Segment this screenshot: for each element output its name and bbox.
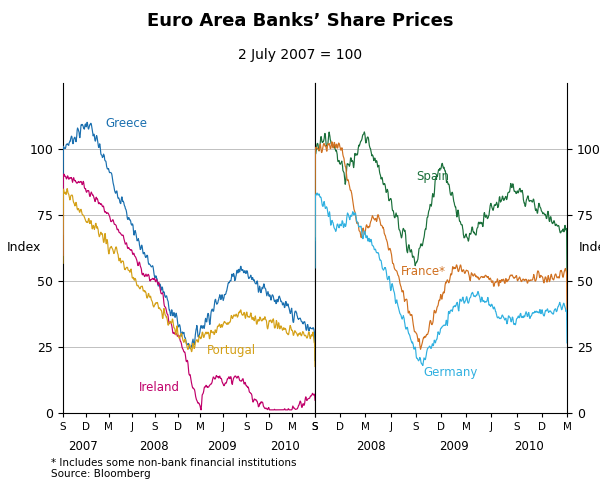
Text: Ireland: Ireland xyxy=(139,382,179,394)
Text: 2010: 2010 xyxy=(270,440,299,453)
Text: 2009: 2009 xyxy=(439,440,469,453)
Text: France*: France* xyxy=(401,265,446,278)
Text: Germany: Germany xyxy=(424,366,478,378)
Text: * Includes some non-bank financial institutions
Source: Bloomberg: * Includes some non-bank financial insti… xyxy=(51,458,296,479)
Text: Euro Area Banks’ Share Prices: Euro Area Banks’ Share Prices xyxy=(147,12,453,30)
Text: 2 July 2007 = 100: 2 July 2007 = 100 xyxy=(238,48,362,62)
Text: 2007: 2007 xyxy=(68,440,98,453)
Text: 2008: 2008 xyxy=(356,440,385,453)
Text: Spain: Spain xyxy=(416,170,449,183)
Text: Index: Index xyxy=(578,241,600,254)
Text: 2010: 2010 xyxy=(514,440,544,453)
Text: 2009: 2009 xyxy=(207,440,236,453)
Text: Portugal: Portugal xyxy=(206,344,256,358)
Text: Index: Index xyxy=(7,241,41,254)
Text: 2008: 2008 xyxy=(139,440,169,453)
Text: Greece: Greece xyxy=(106,118,148,130)
